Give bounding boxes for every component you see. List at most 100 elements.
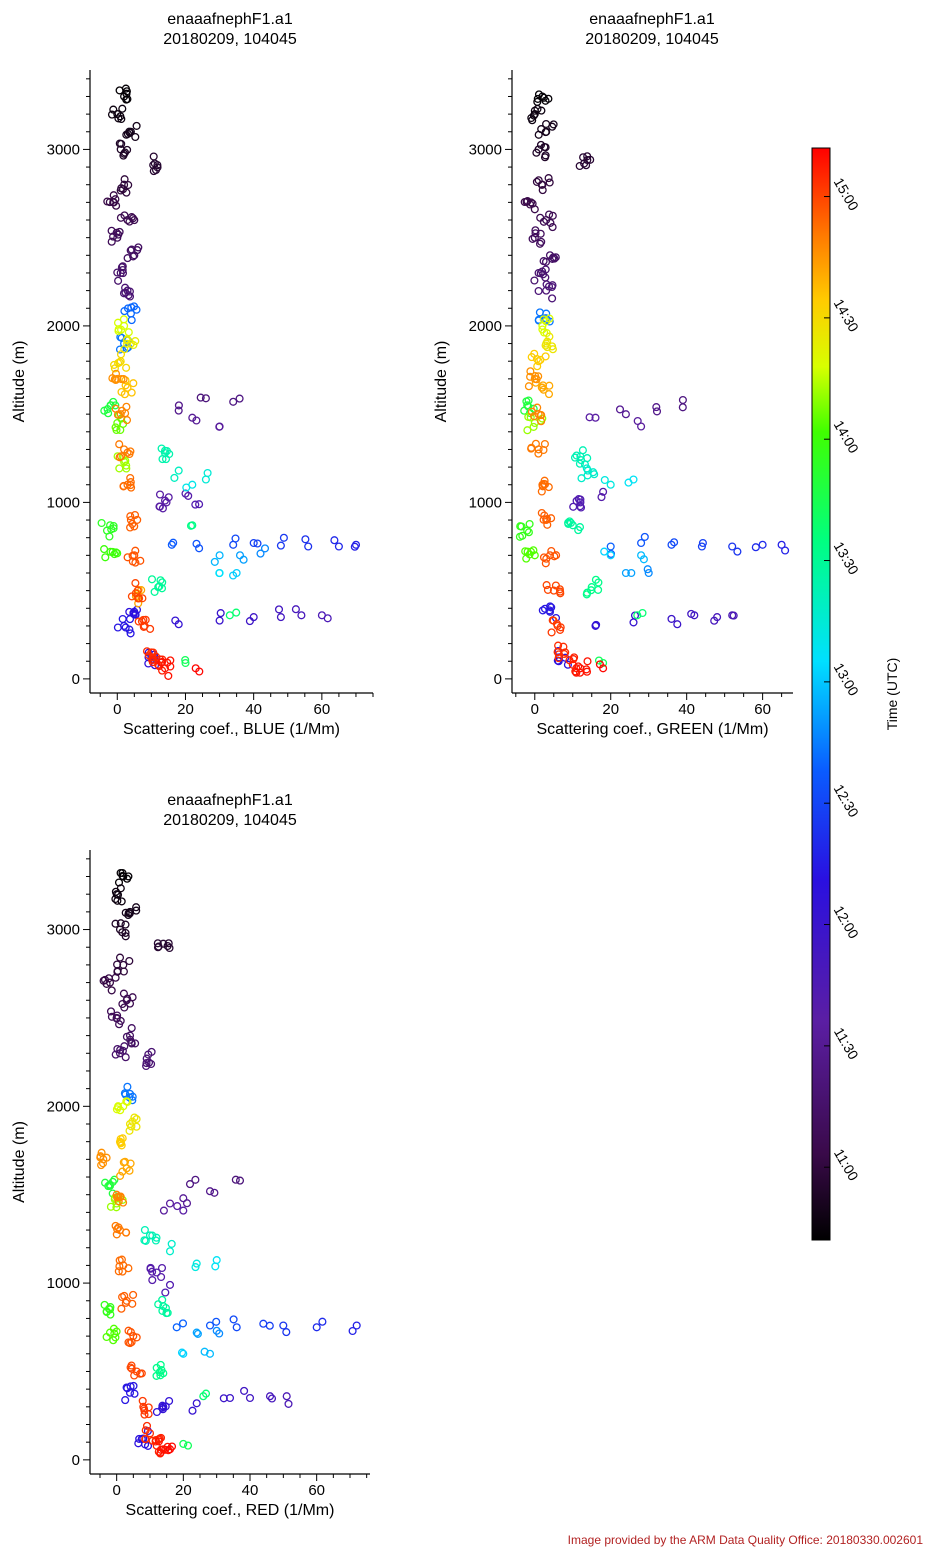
data-point bbox=[640, 532, 649, 541]
data-point bbox=[157, 1263, 167, 1273]
data-point bbox=[149, 152, 158, 161]
data-point bbox=[162, 498, 171, 507]
data-point bbox=[125, 615, 135, 624]
data-point bbox=[184, 491, 193, 500]
data-point bbox=[127, 483, 136, 492]
data-point bbox=[215, 1329, 224, 1338]
data-point bbox=[172, 1323, 181, 1332]
data-point bbox=[104, 409, 113, 418]
data-point bbox=[123, 339, 132, 348]
data-point bbox=[524, 528, 533, 537]
data-point bbox=[147, 1059, 156, 1069]
data-point bbox=[212, 1317, 221, 1326]
data-point bbox=[195, 544, 204, 553]
data-point bbox=[240, 1386, 249, 1395]
data-point bbox=[555, 585, 564, 594]
data-point bbox=[215, 569, 224, 578]
data-point bbox=[546, 602, 555, 611]
data-point bbox=[132, 1333, 141, 1342]
data-point bbox=[529, 111, 538, 120]
data-point bbox=[697, 542, 706, 551]
data-point bbox=[538, 186, 547, 195]
data-point bbox=[192, 416, 201, 425]
data-point bbox=[192, 1328, 201, 1337]
data-point bbox=[130, 1113, 139, 1122]
data-point bbox=[111, 375, 120, 385]
data-point bbox=[118, 614, 127, 624]
data-point bbox=[152, 1268, 161, 1277]
data-point bbox=[552, 551, 561, 560]
data-point bbox=[531, 439, 540, 448]
data-point bbox=[138, 594, 147, 603]
data-point bbox=[245, 1393, 255, 1403]
data-point bbox=[123, 335, 132, 344]
data-point bbox=[678, 403, 687, 412]
colorbar: 11:00 11:30 12:00 12:30 13:00 13:30 14:00 14:30… bbox=[811, 147, 900, 1241]
data-point bbox=[549, 616, 558, 625]
data-point bbox=[123, 95, 132, 104]
data-point bbox=[192, 539, 201, 548]
data-point bbox=[140, 1225, 149, 1235]
x-axis-label: Scattering coef., RED (1/Mm) bbox=[126, 1502, 335, 1519]
data-point bbox=[256, 549, 265, 558]
data-point bbox=[533, 403, 542, 412]
data-point bbox=[110, 1175, 119, 1184]
data-point bbox=[205, 1321, 215, 1330]
x-tick-label: 40 bbox=[242, 1482, 259, 1499]
data-point bbox=[526, 367, 535, 376]
data-point bbox=[556, 625, 565, 634]
x-tick-label: 60 bbox=[308, 1482, 325, 1499]
data-point bbox=[330, 536, 339, 545]
data-point bbox=[533, 94, 542, 103]
data-point bbox=[542, 581, 551, 590]
data-point bbox=[582, 665, 591, 674]
data-point bbox=[205, 1349, 215, 1358]
data-point bbox=[122, 461, 131, 470]
data-point bbox=[115, 453, 124, 462]
data-point bbox=[120, 390, 129, 399]
data-point bbox=[547, 628, 556, 637]
data-point bbox=[102, 979, 111, 988]
data-point bbox=[115, 1262, 124, 1271]
data-point bbox=[276, 541, 285, 550]
data-point bbox=[229, 1315, 238, 1324]
data-point bbox=[231, 1175, 240, 1184]
data-point bbox=[112, 201, 121, 210]
colorbar-tick-label: 14:30 bbox=[831, 296, 862, 335]
data-point bbox=[554, 654, 563, 663]
data-point bbox=[158, 657, 167, 666]
data-point bbox=[132, 1115, 141, 1124]
data-point bbox=[129, 608, 138, 617]
data-point bbox=[131, 579, 140, 588]
data-point bbox=[111, 887, 120, 896]
data-point bbox=[178, 1319, 188, 1328]
data-point bbox=[131, 132, 140, 142]
data-point bbox=[101, 553, 110, 562]
data-point bbox=[155, 490, 165, 499]
data-point bbox=[781, 546, 790, 555]
data-point bbox=[594, 585, 603, 594]
y-tick-label: 2000 bbox=[469, 318, 502, 335]
data-point bbox=[229, 571, 238, 580]
data-point bbox=[267, 1394, 277, 1403]
data-point bbox=[582, 161, 591, 170]
scatter-markers bbox=[97, 84, 361, 680]
data-point bbox=[126, 629, 135, 638]
data-point bbox=[120, 175, 129, 184]
data-point bbox=[164, 493, 173, 502]
data-point bbox=[131, 337, 140, 346]
data-point bbox=[534, 286, 543, 296]
data-point bbox=[629, 475, 638, 484]
data-point bbox=[141, 1435, 150, 1444]
data-point bbox=[125, 127, 134, 136]
data-point bbox=[524, 382, 533, 391]
data-point bbox=[600, 475, 609, 485]
data-point bbox=[96, 1153, 105, 1162]
data-point bbox=[192, 1259, 201, 1268]
data-point bbox=[130, 216, 139, 225]
data-point bbox=[540, 328, 549, 337]
data-point bbox=[114, 230, 123, 239]
data-point bbox=[118, 999, 127, 1009]
data-point bbox=[229, 397, 238, 406]
data-point bbox=[606, 480, 615, 489]
